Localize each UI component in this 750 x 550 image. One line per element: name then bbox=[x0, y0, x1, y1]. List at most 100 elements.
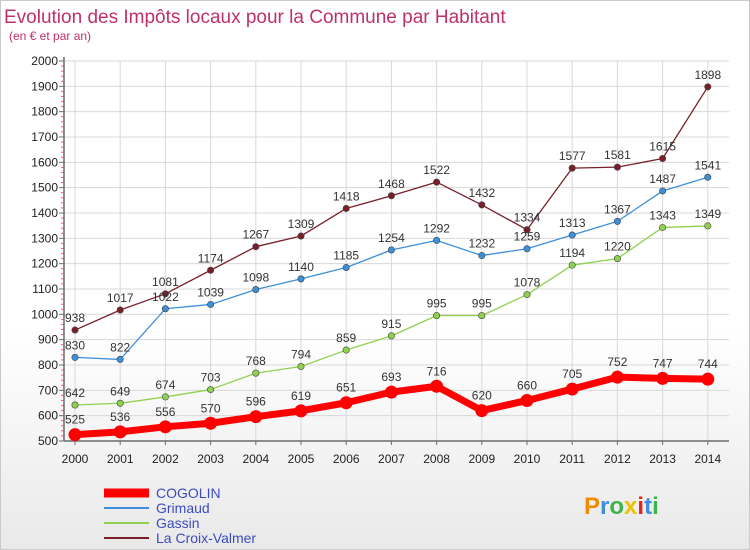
data-label: 674 bbox=[155, 378, 175, 392]
data-label: 1039 bbox=[197, 285, 224, 299]
data-label: 620 bbox=[472, 389, 492, 403]
data-point bbox=[387, 192, 395, 200]
data-label: 1185 bbox=[333, 248, 359, 262]
data-label: 1487 bbox=[649, 172, 676, 186]
y-tick-label: 1700 bbox=[31, 130, 58, 144]
proxiti-logo: Proxiti bbox=[584, 493, 659, 520]
data-label: 1267 bbox=[242, 228, 269, 242]
data-point bbox=[613, 255, 621, 263]
data-point bbox=[478, 252, 486, 260]
data-point bbox=[704, 173, 712, 181]
data-point bbox=[252, 286, 260, 294]
data-label: 1022 bbox=[152, 290, 179, 304]
data-point bbox=[433, 178, 441, 186]
data-label: 660 bbox=[517, 378, 537, 392]
y-tick-label: 800 bbox=[38, 358, 58, 372]
data-point bbox=[116, 399, 124, 407]
y-tick-label: 900 bbox=[38, 333, 58, 347]
data-label: 1017 bbox=[107, 291, 134, 305]
data-point bbox=[656, 371, 670, 385]
data-label: 1081 bbox=[152, 275, 179, 289]
data-label: 693 bbox=[381, 370, 401, 384]
data-label: 1309 bbox=[288, 217, 315, 231]
data-label: 536 bbox=[110, 410, 130, 424]
y-tick-label: 600 bbox=[38, 409, 58, 423]
data-point bbox=[294, 404, 308, 418]
grid bbox=[64, 60, 729, 442]
x-tick-label: 2007 bbox=[378, 452, 405, 466]
data-label: 1343 bbox=[649, 208, 676, 222]
data-label: 1334 bbox=[514, 211, 541, 225]
data-label: 822 bbox=[110, 340, 130, 354]
data-label: 1220 bbox=[604, 240, 631, 254]
data-label: 744 bbox=[698, 357, 718, 371]
data-label: 596 bbox=[246, 395, 266, 409]
data-point bbox=[613, 217, 621, 225]
data-label: 1418 bbox=[333, 189, 360, 203]
data-point bbox=[659, 187, 667, 195]
y-tick-label: 1900 bbox=[31, 79, 58, 93]
data-label: 915 bbox=[381, 317, 401, 331]
logo-letter: x bbox=[624, 493, 638, 520]
x-tick-label: 2012 bbox=[604, 452, 631, 466]
data-label: 1522 bbox=[423, 163, 450, 177]
series-lines bbox=[68, 83, 715, 442]
data-label: 1432 bbox=[468, 186, 495, 200]
data-point bbox=[433, 236, 441, 244]
data-label: 1577 bbox=[559, 149, 586, 163]
logo-letter: r bbox=[600, 493, 609, 520]
x-tick-label: 2009 bbox=[468, 452, 495, 466]
data-label: 1468 bbox=[378, 177, 405, 191]
data-label: 1194 bbox=[559, 246, 585, 260]
data-point bbox=[71, 401, 79, 409]
data-point bbox=[207, 300, 215, 308]
data-label: 1541 bbox=[694, 158, 721, 172]
data-point bbox=[568, 261, 576, 269]
data-point bbox=[116, 355, 124, 363]
data-label: 768 bbox=[246, 354, 266, 368]
data-point bbox=[478, 312, 486, 320]
data-label: 556 bbox=[155, 405, 175, 419]
logo-letter: o bbox=[609, 493, 624, 520]
data-point bbox=[659, 155, 667, 163]
y-tick-label: 1600 bbox=[31, 155, 58, 169]
data-label: 1232 bbox=[468, 237, 495, 251]
data-point bbox=[523, 245, 531, 253]
data-point bbox=[342, 204, 350, 212]
y-tick-label: 700 bbox=[38, 383, 58, 397]
data-label: 1078 bbox=[514, 276, 541, 290]
data-point bbox=[161, 393, 169, 401]
data-point bbox=[523, 291, 531, 299]
logo-letter: t bbox=[644, 493, 652, 520]
data-label: 1259 bbox=[514, 230, 541, 244]
data-point bbox=[433, 312, 441, 320]
data-label: 525 bbox=[65, 413, 85, 427]
data-point bbox=[704, 222, 712, 230]
data-label: 705 bbox=[562, 367, 582, 381]
data-label: 995 bbox=[427, 297, 447, 311]
data-label: 1292 bbox=[423, 221, 450, 235]
x-tick-label: 2014 bbox=[694, 452, 721, 466]
logo-letter: P bbox=[584, 493, 600, 520]
data-label: 1254 bbox=[378, 231, 405, 245]
data-label: 859 bbox=[336, 331, 356, 345]
data-point bbox=[297, 275, 305, 283]
data-point bbox=[475, 404, 489, 418]
data-label: 752 bbox=[607, 355, 627, 369]
axes: 500 600 700 800 900 1000 1100 1200 1300 1400 1500 1… bbox=[31, 54, 729, 466]
data-point bbox=[252, 243, 260, 251]
logo-letter: i bbox=[637, 493, 644, 520]
y-tick-label: 1800 bbox=[31, 105, 58, 119]
data-point bbox=[523, 226, 531, 234]
data-point bbox=[249, 410, 263, 424]
data-label: 794 bbox=[291, 348, 311, 362]
data-point bbox=[478, 201, 486, 209]
data-label: 570 bbox=[201, 401, 221, 415]
x-tick-label: 2011 bbox=[559, 452, 585, 466]
y-tick-label: 1000 bbox=[31, 307, 58, 321]
data-label: 703 bbox=[201, 371, 221, 385]
x-tick-label: 2010 bbox=[514, 452, 541, 466]
y-tick-label: 2000 bbox=[31, 54, 58, 68]
